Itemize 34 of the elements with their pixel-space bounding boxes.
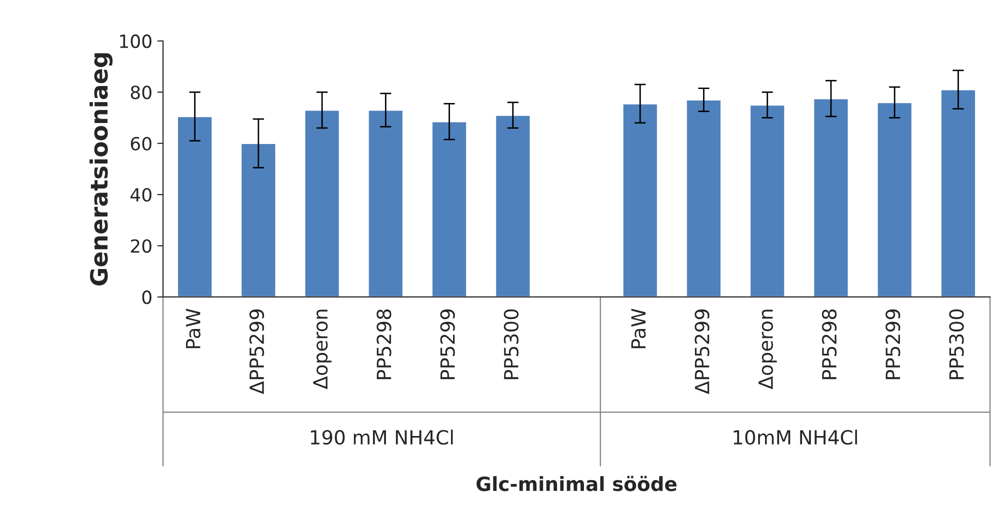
x-axis-title: Glc-minimal sööde [476, 476, 677, 492]
x-tick-label: PP5299 [440, 309, 455, 380]
y-tick-label: 20 [130, 239, 152, 253]
x-tick-label: PaW [631, 308, 646, 348]
bar [812, 98, 850, 297]
text: 190 mM NH4Cl [310, 430, 453, 445]
x-tick-label: ΔPP5299 [694, 309, 710, 394]
bar [240, 142, 277, 297]
y-tick-label: 0 [142, 290, 152, 304]
x-tick-label: Δoperon [313, 310, 332, 390]
x-tick-label: PP5300 [504, 309, 519, 380]
bar [176, 116, 214, 297]
bar [304, 109, 340, 297]
y-tick-label: 60 [130, 136, 152, 150]
bar [622, 102, 658, 297]
bar [686, 99, 722, 297]
x-tick-label: Δoperon [758, 310, 777, 390]
x-tick-label: ΔPP5299 [249, 309, 264, 394]
y-tick-label: 40 [130, 188, 152, 202]
bar [494, 114, 532, 297]
y-axis-title: Generatsiooniaeg [90, 53, 113, 286]
y-tick-label: 80 [130, 86, 152, 100]
bar [367, 109, 404, 297]
x-tick-label: PP5300 [949, 309, 964, 380]
bar [876, 102, 913, 297]
x-tick-label: PP5298 [822, 309, 837, 380]
bar [749, 104, 786, 297]
x-tick-label: PaW [186, 308, 200, 348]
x-tick-label: PP5299 [886, 309, 900, 380]
bar [431, 120, 468, 297]
text: 10mM NH4Cl [734, 430, 857, 445]
x-tick-label: PP5298 [376, 309, 392, 380]
y-tick-label: 100 [120, 34, 152, 48]
bar [940, 88, 976, 297]
